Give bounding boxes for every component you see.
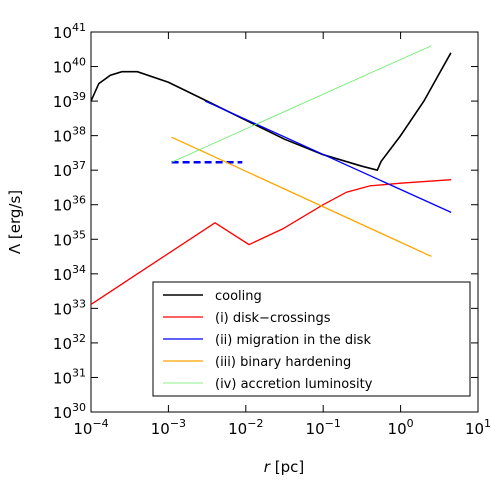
tick-label: 1030 <box>53 401 86 422</box>
legend-label: (i) disk−crossings <box>215 311 331 326</box>
legend-label: (ii) migration in the disk <box>215 333 371 348</box>
line <box>90 179 452 305</box>
tick-label: 10−2 <box>228 417 263 438</box>
legend-box <box>152 281 471 397</box>
plot-frame <box>90 31 479 413</box>
x-axis-label: r [pc] <box>264 458 304 476</box>
tick-label: 100 <box>388 417 414 438</box>
tick-label: 10−4 <box>73 417 108 438</box>
tick-label: 1032 <box>53 332 86 353</box>
tick-label: 1034 <box>53 263 86 284</box>
tick-label: 1031 <box>53 366 86 387</box>
tick-label: 1035 <box>53 228 86 249</box>
line <box>171 136 432 257</box>
tick-label: 101 <box>465 417 491 438</box>
tick-label: 1040 <box>53 56 86 77</box>
tick-label: 1038 <box>53 125 86 146</box>
tick-label: 1036 <box>53 194 86 215</box>
tick-label: 1033 <box>53 297 86 318</box>
tick-label: 1037 <box>53 159 86 180</box>
line <box>205 100 452 213</box>
y-axis-label: Λ [erg/s] <box>6 190 24 254</box>
legend-label: (iii) binary hardening <box>215 355 351 370</box>
tick-label: 1039 <box>53 90 86 111</box>
legend-label: cooling <box>215 289 262 304</box>
tick-label: 10−1 <box>306 417 341 438</box>
line <box>90 52 452 172</box>
tick-label: 10−3 <box>151 417 186 438</box>
tick-label: 1041 <box>53 21 86 42</box>
legend-label: (iv) accretion luminosity <box>215 377 373 392</box>
line <box>171 45 432 163</box>
